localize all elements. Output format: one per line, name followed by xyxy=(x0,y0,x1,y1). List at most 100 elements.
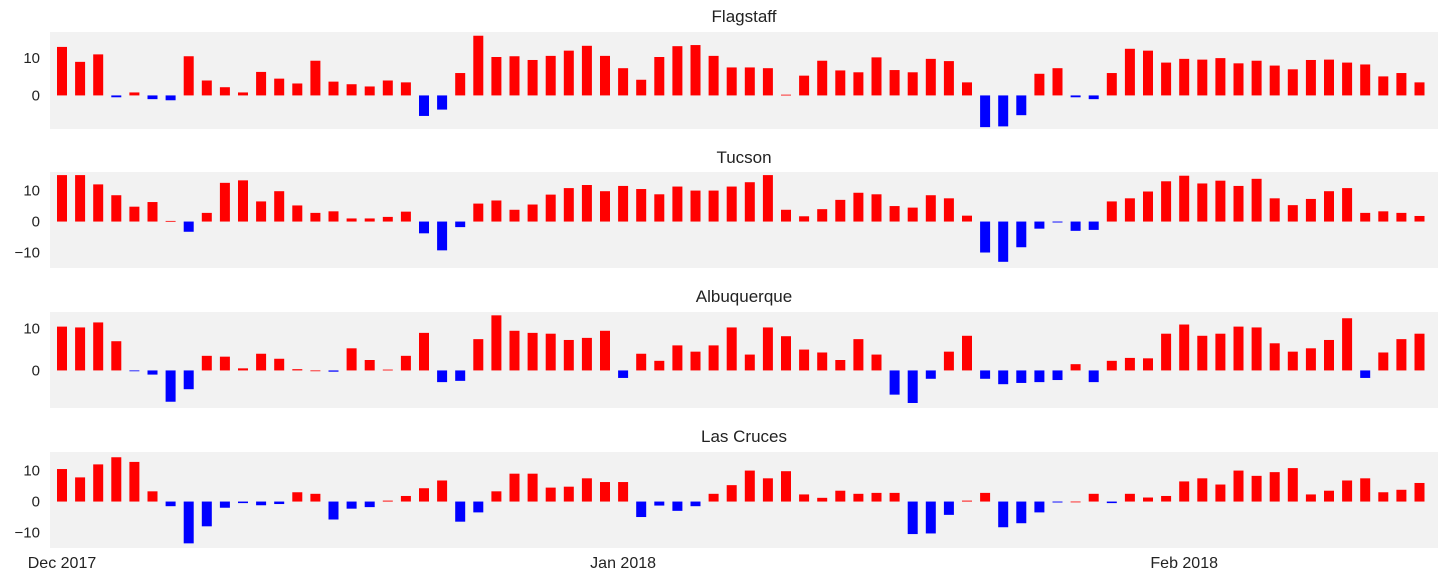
bar xyxy=(907,72,918,96)
bar xyxy=(744,182,755,222)
bar xyxy=(183,370,194,390)
bar xyxy=(1016,95,1027,116)
bar xyxy=(437,370,448,383)
bar xyxy=(147,370,158,375)
bar xyxy=(364,218,375,222)
panel-title: Las Cruces xyxy=(701,427,787,446)
bar xyxy=(111,457,122,502)
bar xyxy=(563,486,574,502)
bar xyxy=(1088,95,1099,100)
bar xyxy=(1179,324,1190,371)
bar xyxy=(998,370,1009,385)
bar xyxy=(1179,481,1190,502)
bar xyxy=(1034,73,1045,96)
bar xyxy=(744,67,755,96)
bar xyxy=(1106,73,1117,96)
bar xyxy=(1324,191,1334,222)
bar xyxy=(1378,352,1389,371)
bar xyxy=(1052,68,1063,96)
bar xyxy=(781,209,791,222)
bar xyxy=(762,478,773,502)
bar xyxy=(328,370,339,372)
bar xyxy=(75,327,86,371)
bar xyxy=(744,470,755,502)
bar xyxy=(1106,360,1117,371)
bar xyxy=(943,501,954,515)
bar xyxy=(618,370,629,378)
bar xyxy=(581,478,592,502)
bar xyxy=(1360,478,1371,502)
bar xyxy=(382,500,393,502)
bar xyxy=(1342,318,1353,371)
bar xyxy=(907,370,918,403)
bar xyxy=(889,70,900,96)
bar xyxy=(1215,484,1226,502)
bar xyxy=(1215,58,1226,96)
bar xyxy=(1287,205,1298,222)
bar xyxy=(382,80,393,96)
bar xyxy=(690,501,701,507)
bar xyxy=(292,83,303,96)
bar xyxy=(1324,59,1334,96)
bar xyxy=(799,349,810,371)
bar xyxy=(581,337,592,371)
bar xyxy=(292,369,303,371)
bar xyxy=(238,501,248,504)
bar xyxy=(799,216,810,222)
bar xyxy=(57,175,67,222)
bar xyxy=(93,184,104,222)
x-tick-label: Dec 2017 xyxy=(28,555,97,572)
bar xyxy=(509,209,520,222)
bar xyxy=(943,351,954,371)
bar xyxy=(835,490,846,502)
bar xyxy=(636,501,647,518)
bar xyxy=(998,95,1009,127)
bar xyxy=(1197,478,1208,502)
bar xyxy=(1070,221,1081,231)
bar xyxy=(980,221,991,253)
bar xyxy=(364,501,375,508)
bar xyxy=(690,190,701,222)
bar xyxy=(219,182,230,222)
bar xyxy=(328,81,339,96)
bar xyxy=(57,46,67,96)
bar xyxy=(527,204,538,222)
bar xyxy=(618,482,629,502)
bar xyxy=(781,471,791,502)
bar xyxy=(1034,501,1045,513)
y-tick-label: 10 xyxy=(23,321,40,338)
bar xyxy=(1269,198,1280,222)
bar xyxy=(1342,62,1353,96)
bar xyxy=(1360,64,1371,96)
bar xyxy=(998,501,1009,528)
bar xyxy=(364,86,375,96)
bar xyxy=(1305,198,1316,222)
bar xyxy=(1034,221,1045,229)
bar xyxy=(219,356,230,371)
bar xyxy=(437,221,448,251)
bar xyxy=(600,191,610,222)
bar xyxy=(256,201,267,222)
bar xyxy=(600,482,610,502)
bar xyxy=(509,473,520,502)
bar xyxy=(491,200,502,222)
bar xyxy=(527,332,538,371)
bar xyxy=(1360,370,1371,378)
x-tick-label: Feb 2018 xyxy=(1150,555,1218,572)
bar xyxy=(75,61,86,96)
bar xyxy=(672,186,683,222)
bar xyxy=(600,55,610,96)
y-tick-label: 0 xyxy=(32,87,40,104)
bar xyxy=(762,327,773,371)
bar xyxy=(1088,370,1099,383)
y-tick-label: 10 xyxy=(23,50,40,67)
bar xyxy=(980,95,991,128)
bar xyxy=(201,501,212,527)
y-tick-label: 0 xyxy=(32,494,40,511)
bar xyxy=(871,492,882,502)
bar xyxy=(256,501,267,506)
bar xyxy=(1305,494,1316,502)
bar xyxy=(1269,343,1280,371)
